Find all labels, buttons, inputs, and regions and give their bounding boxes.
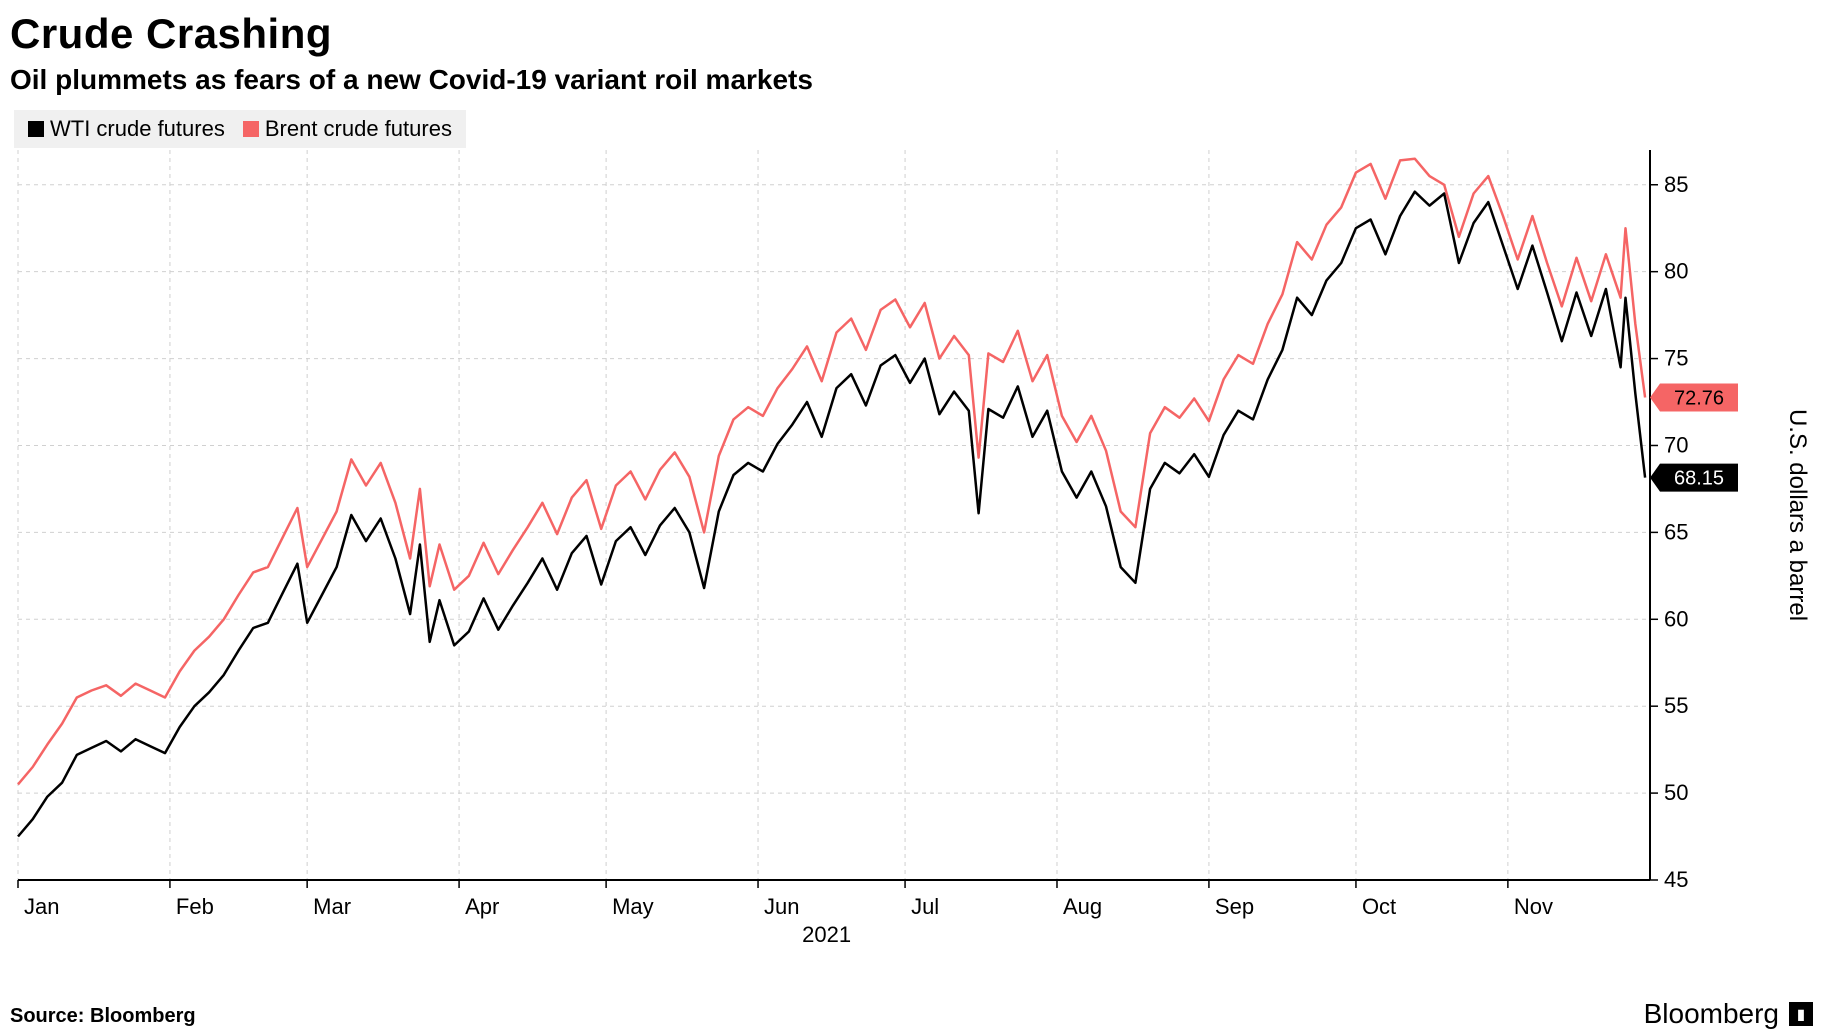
x-tick-label: Sep	[1215, 894, 1254, 919]
y-tick-label: 50	[1664, 780, 1688, 805]
y-tick-label: 55	[1664, 693, 1688, 718]
y-tick-label: 70	[1664, 432, 1688, 457]
x-tick-label: Nov	[1514, 894, 1553, 919]
legend-label: Brent crude futures	[265, 116, 452, 142]
x-tick-label: Aug	[1063, 894, 1102, 919]
legend-item-wti: WTI crude futures	[28, 116, 225, 142]
x-tick-label: Feb	[176, 894, 214, 919]
y-tick-label: 75	[1664, 346, 1688, 371]
x-tick-label: Jan	[24, 894, 59, 919]
x-tick-label: Jul	[911, 894, 939, 919]
y-tick-label: 60	[1664, 606, 1688, 631]
chart-area: 45 50 55 60 65 70 75 80 85 Jan Feb Mar Apr May Jun Jul A…	[10, 140, 1819, 970]
series-line	[18, 159, 1645, 785]
legend-label: WTI crude futures	[50, 116, 225, 142]
brand-watermark: Bloomberg ▮	[1644, 998, 1813, 1030]
x-tick-label: May	[612, 894, 654, 919]
chart-subtitle: Oil plummets as fears of a new Covid-19 …	[10, 64, 1819, 96]
legend-swatch	[243, 121, 259, 137]
brand-logo-icon: ▮	[1789, 1002, 1813, 1026]
y-tick-label: 65	[1664, 519, 1688, 544]
chart-title: Crude Crashing	[10, 10, 1819, 58]
legend-item-brent: Brent crude futures	[243, 116, 452, 142]
source-attribution: Source: Bloomberg	[10, 1005, 196, 1028]
y-tick-label: 80	[1664, 259, 1688, 284]
x-axis-year: 2021	[802, 922, 851, 947]
line-chart: 45 50 55 60 65 70 75 80 85 Jan Feb Mar Apr May Jun Jul A…	[10, 140, 1820, 970]
x-tick-label: Mar	[313, 894, 351, 919]
series-line	[18, 192, 1645, 837]
value-tag-label: 72.76	[1674, 388, 1724, 410]
value-tag-label: 68.15	[1674, 468, 1724, 490]
y-tick-label: 45	[1664, 867, 1688, 892]
legend-swatch	[28, 121, 44, 137]
x-tick-label: Jun	[764, 894, 799, 919]
y-axis-label: U.S. dollars a barrel	[1784, 409, 1811, 621]
x-tick-label: Oct	[1362, 894, 1396, 919]
y-tick-label: 85	[1664, 172, 1688, 197]
x-tick-label: Apr	[465, 894, 499, 919]
brand-label: Bloomberg	[1644, 998, 1779, 1030]
